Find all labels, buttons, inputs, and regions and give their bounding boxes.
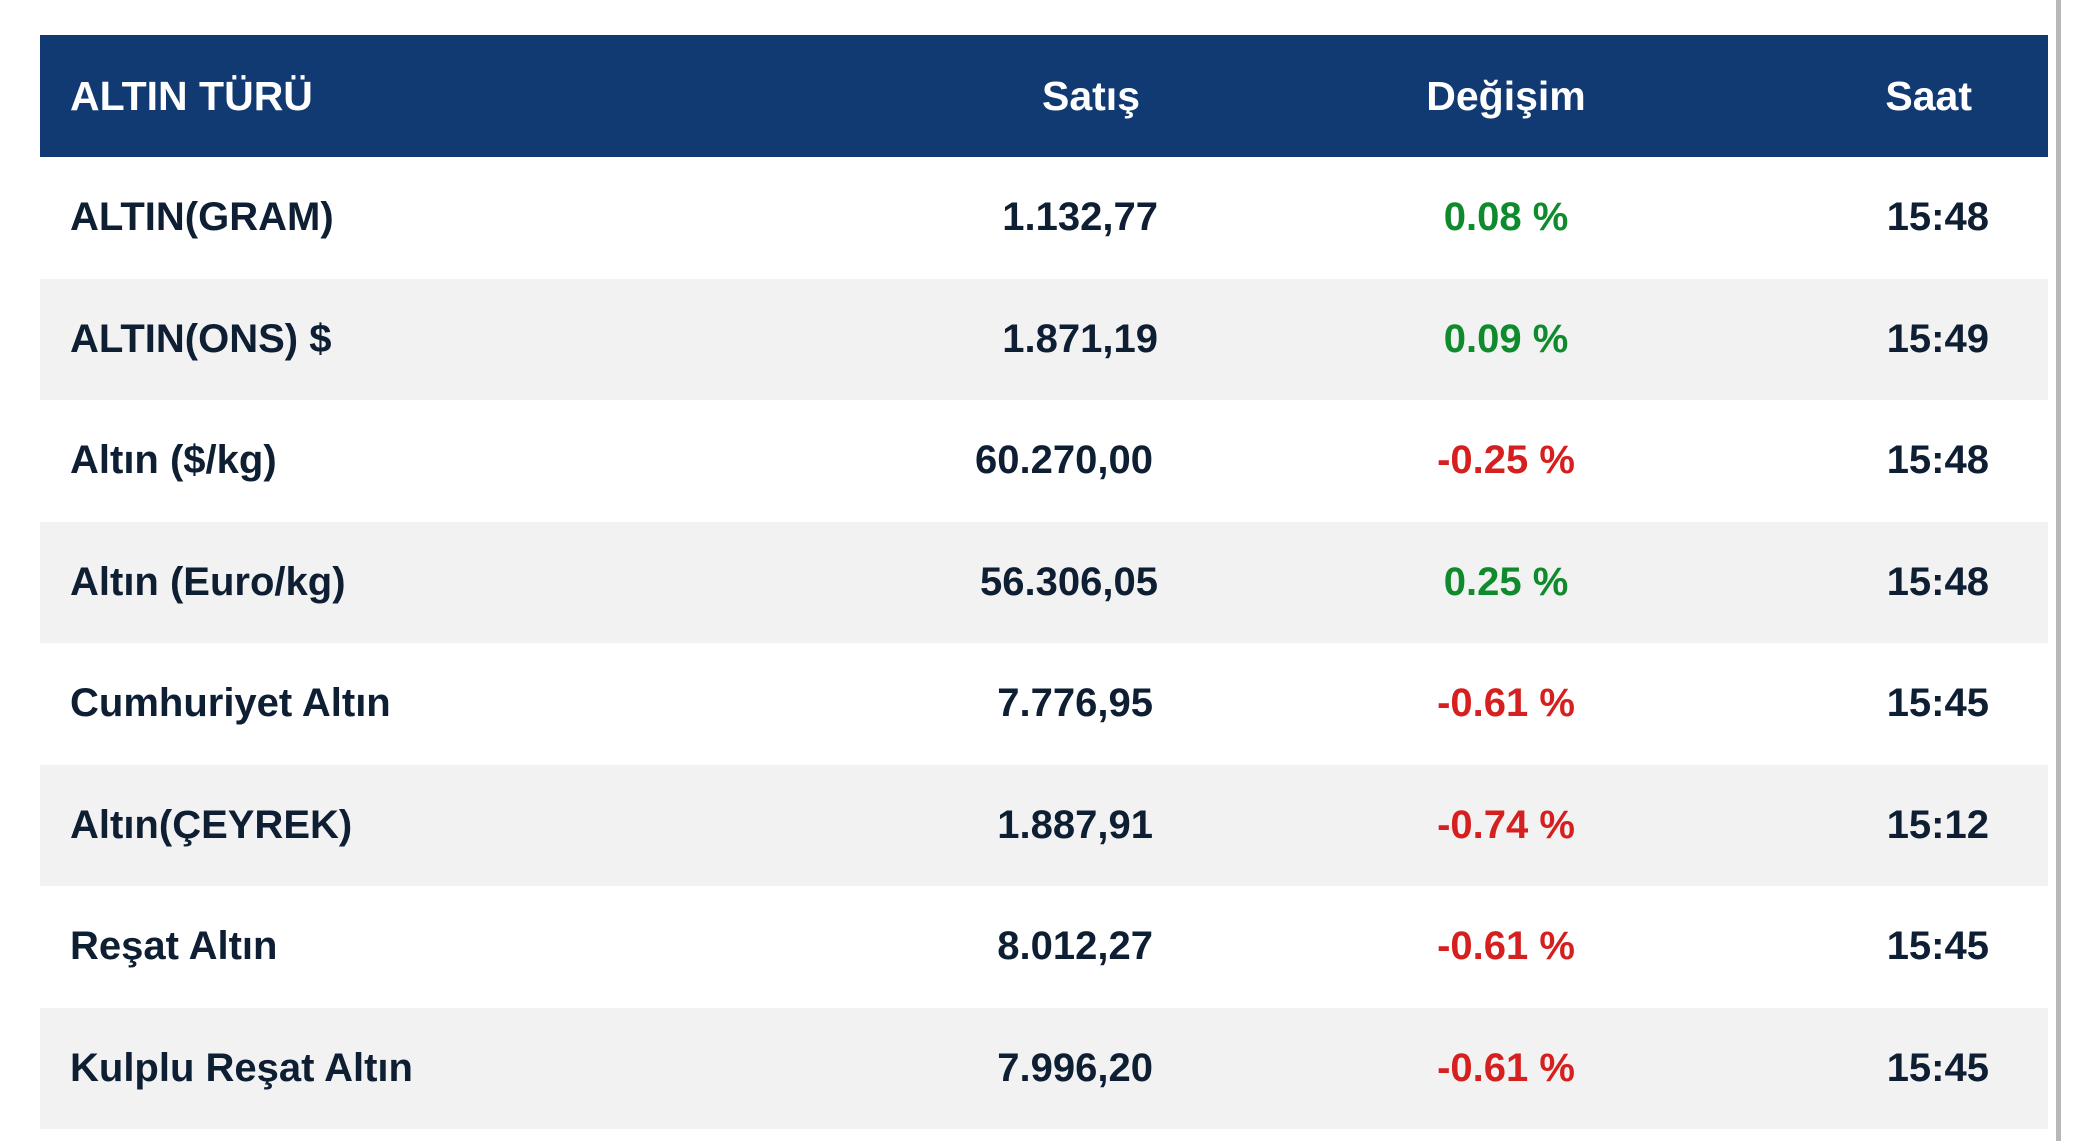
- header-sell-price[interactable]: Satış: [1042, 72, 1140, 119]
- sell-price-cell: 1.887,91: [997, 802, 1153, 847]
- sell-price-cell: 56.306,05: [980, 559, 1158, 604]
- change-cell: -0.61 %: [1437, 1045, 1575, 1090]
- gold-type-cell: Altın(ÇEYREK): [70, 802, 353, 847]
- gold-type-cell: Altın (Euro/kg): [70, 559, 346, 604]
- sell-price-cell: 8.012,27: [997, 924, 1153, 969]
- change-cell: -0.61 %: [1437, 924, 1575, 969]
- time-cell: 15:12: [1886, 802, 1989, 847]
- gold-type-cell: Reşat Altın: [70, 924, 278, 969]
- gold-type-cell: Cumhuriyet Altın: [70, 681, 391, 726]
- table-row: Reşat Altın 8.012,27 -0.61 % 15:45: [40, 886, 2048, 1008]
- sell-price-cell: 1.871,19: [1002, 316, 1158, 361]
- change-cell: 0.09 %: [1443, 316, 1569, 361]
- gold-type-cell: Kulplu Reşat Altın: [70, 1045, 413, 1090]
- header-time[interactable]: Saat: [1885, 72, 1972, 119]
- time-cell: 15:48: [1886, 559, 1989, 604]
- table-row: ALTIN(GRAM) 1.132,77 0.08 % 15:48: [40, 157, 2048, 279]
- table-row: Kulplu Reşat Altın 7.996,20 -0.61 % 15:4…: [40, 1007, 2048, 1129]
- sell-price-cell: 60.270,00: [975, 438, 1153, 483]
- time-cell: 15:49: [1886, 316, 1989, 361]
- table-row: Altın (Euro/kg) 56.306,05 0.25 % 15:48: [40, 521, 2048, 643]
- table-row: ALTIN(ONS) $ 1.871,19 0.09 % 15:49: [40, 278, 2048, 400]
- gold-type-cell: Altın ($/kg): [70, 438, 277, 483]
- gold-type-cell: ALTIN(ONS) $: [70, 316, 332, 361]
- time-cell: 15:45: [1886, 681, 1989, 726]
- table-row: Cumhuriyet Altın 7.776,95 -0.61 % 15:45: [40, 643, 2048, 765]
- change-cell: -0.74 %: [1437, 802, 1575, 847]
- change-cell: 0.25 %: [1443, 559, 1569, 604]
- change-cell: -0.61 %: [1437, 681, 1575, 726]
- gold-price-table: ALTIN TÜRÜ Satış Değişim Saat ALTIN(GRAM…: [40, 35, 2048, 1129]
- change-cell: -0.25 %: [1437, 438, 1575, 483]
- header-change[interactable]: Değişim: [1426, 72, 1586, 119]
- time-cell: 15:48: [1886, 195, 1989, 240]
- time-cell: 15:45: [1886, 1045, 1989, 1090]
- scrollbar-track[interactable]: [2056, 0, 2061, 1141]
- scrollbar[interactable]: [2056, 0, 2084, 1141]
- change-cell: 0.08 %: [1443, 195, 1569, 240]
- sell-price-cell: 1.132,77: [1002, 195, 1158, 240]
- table-row: Altın ($/kg) 60.270,00 -0.25 % 15:48: [40, 400, 2048, 522]
- header-gold-type[interactable]: ALTIN TÜRÜ: [70, 72, 313, 119]
- table-row: Altın(ÇEYREK) 1.887,91 -0.74 % 15:12: [40, 764, 2048, 886]
- sell-price-cell: 7.996,20: [997, 1045, 1153, 1090]
- time-cell: 15:45: [1886, 924, 1989, 969]
- table-header: ALTIN TÜRÜ Satış Değişim Saat: [40, 35, 2048, 157]
- sell-price-cell: 7.776,95: [997, 681, 1153, 726]
- gold-type-cell: ALTIN(GRAM): [70, 195, 334, 240]
- time-cell: 15:48: [1886, 438, 1989, 483]
